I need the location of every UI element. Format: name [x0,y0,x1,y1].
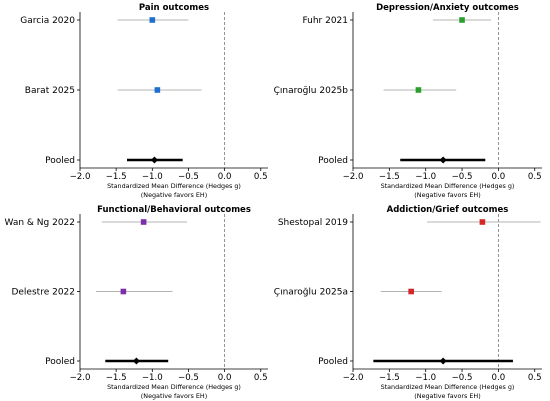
panel-1-x-tick-label: 0.5 [254,172,268,182]
panel-2-row-fuhr-2021-label: Fuhr 2021 [302,16,348,26]
panel-2-x-axis-note: (Negative favors EH) [414,191,480,199]
panel-3-row-wan-ng-2022-label: Wan & Ng 2022 [5,218,76,228]
panel-4-row-shestopal-2019-estimate [479,219,486,225]
panel-1-x-tick-label: −2.0 [70,172,91,182]
panel-3-row-delestre-2022-label: Delestre 2022 [11,288,75,298]
panel-4-row-naro-lu-2025a-estimate [408,288,414,295]
panel-2-row-naro-lu-2025b-label: Çınaroğlu 2025b [274,86,349,96]
panel-2-x-tick-label: 0.0 [492,172,506,182]
panel-4: Addiction/Grief outcomes −2.0 −1.5 −1.0 −0.5… [274,205,542,400]
panel-1-x-tick-label: 0.0 [218,172,232,182]
panel-4-x-tick-label: 0.5 [528,373,542,383]
panel-3-x-tick-label: 0.5 [254,373,268,383]
panel-2-x-tick-label: −2.0 [343,172,364,182]
panel-4-x-axis-note: (Negative favors EH) [414,392,480,400]
panel-4-x-tick-label: −1.5 [379,373,400,383]
panel-2-x-tick-label: −0.5 [452,172,473,182]
panel-3-x-tick-label: −0.5 [178,373,199,383]
panel-2-row-fuhr-2021-estimate [459,17,465,23]
panel-2-x-tick-label: 0.5 [528,172,542,182]
panel-1: Pain outcomes −2.0 −1.5 −1.0 −0.5 0.0 0.5 Stand… [20,3,268,199]
panel-2-x-axis-label: Standardized Mean Difference (Hedges g) [381,182,515,190]
panel-1-x-tick-label: −1.5 [106,172,127,182]
panel-2-row-pooled-label: Pooled [318,156,348,166]
panel-3-row-pooled-label: Pooled [45,357,75,367]
panel-4-row-shestopal-2019-label: Shestopal 2019 [278,218,348,228]
panel-3-row-wan-ng-2022-estimate [140,219,147,225]
panel-3-x-axis-label: Standardized Mean Difference (Hedges g) [107,383,241,391]
panel-3-x-tick-label: −1.5 [106,373,127,383]
panel-2-x-tick-label: −1.0 [415,172,436,182]
panel-1-row-pooled-label: Pooled [45,156,75,166]
panel-3-title: Functional/Behavioral outcomes [97,205,251,215]
panel-1-title: Pain outcomes [139,3,209,13]
panel-1-row-garcia-2020-estimate [149,17,156,23]
panel-3-row-delestre-2022-estimate [120,288,127,295]
panel-4-x-tick-label: 0.0 [492,373,506,383]
panel-4-x-tick-label: −1.0 [415,373,436,383]
panel-4-x-tick-label: −2.0 [343,373,364,383]
panel-1-x-axis-label: Standardized Mean Difference (Hedges g) [107,182,241,190]
panel-3-x-tick-label: 0.0 [218,373,232,383]
panel-2-title: Depression/Anxiety outcomes [376,3,519,13]
panel-4-x-axis-label: Standardized Mean Difference (Hedges g) [381,383,515,391]
panel-1-x-tick-label: −0.5 [178,172,199,182]
panel-1-row-barat-2025-label: Barat 2025 [25,86,75,96]
panel-3-row-pooled-estimate [132,357,140,365]
panel-1-row-garcia-2020-label: Garcia 2020 [20,16,75,26]
panel-3-x-tick-label: −1.0 [142,373,163,383]
panel-4-row-pooled-estimate [439,357,447,365]
panel-2-row-naro-lu-2025b-estimate [415,87,422,93]
panel-3: Functional/Behavioral outcomes −2.0 −1.5 −1… [5,205,268,400]
panel-4-row-naro-lu-2025a-label: Çınaroğlu 2025a [274,288,348,298]
panel-2-x-tick-label: −1.5 [379,172,400,182]
panel-4-title: Addiction/Grief outcomes [387,205,509,215]
panel-4-row-pooled-label: Pooled [318,357,348,367]
panel-1-x-axis-note: (Negative favors EH) [141,191,207,199]
panel-2-row-pooled-estimate [439,156,447,164]
panel-4-x-tick-label: −0.5 [452,373,473,383]
panel-1-x-tick-label: −1.0 [142,172,163,182]
panel-3-x-tick-label: −2.0 [70,373,91,383]
panel-3-x-axis-note: (Negative favors EH) [141,392,207,400]
panel-1-row-pooled-estimate [150,156,158,164]
panel-2: Depression/Anxiety outcomes −2.0 −1.5 −1.0 −… [274,3,542,199]
panel-1-row-barat-2025-estimate [154,87,161,93]
